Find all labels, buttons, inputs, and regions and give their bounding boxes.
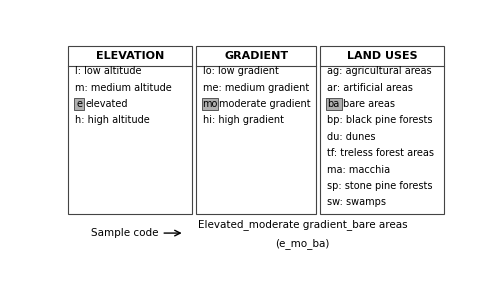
Text: m: medium altitude: m: medium altitude [76,83,172,93]
Text: GRADIENT: GRADIENT [224,51,288,61]
Text: ba: ba [328,99,340,109]
Text: (e_mo_ba): (e_mo_ba) [276,239,330,249]
Bar [326,98,342,110]
Text: mo: mo [202,99,218,109]
Bar [74,98,84,110]
Text: lo: low gradient: lo: low gradient [203,66,279,76]
Text: du: dunes: du: dunes [327,132,376,142]
Text: l: low altitude: l: low altitude [76,66,142,76]
Text: elevated: elevated [86,99,128,109]
Text: ar: artificial areas: ar: artificial areas [327,83,413,93]
Text: ag: agricultural areas: ag: agricultural areas [327,66,432,76]
Bar [196,46,316,214]
Text: moderate gradient: moderate gradient [219,99,310,109]
Text: e: e [76,99,82,109]
Bar [320,46,444,214]
Text: bp: black pine forests: bp: black pine forests [327,116,432,126]
Bar [68,46,192,214]
Text: Sample code: Sample code [91,228,158,238]
Bar [202,98,218,110]
Text: ELEVATION: ELEVATION [96,51,164,61]
Text: bare areas: bare areas [343,99,395,109]
Text: hi: high gradient: hi: high gradient [203,116,284,126]
Text: ma: macchia: ma: macchia [327,165,390,175]
Text: h: high altitude: h: high altitude [76,116,150,126]
Text: LAND USES: LAND USES [347,51,418,61]
Text: sp: stone pine forests: sp: stone pine forests [327,181,432,191]
Text: tf: treless forest areas: tf: treless forest areas [327,148,434,158]
Text: sw: swamps: sw: swamps [327,197,386,208]
Text: Elevated_moderate gradient_bare areas: Elevated_moderate gradient_bare areas [198,219,408,230]
Text: me: medium gradient: me: medium gradient [203,83,310,93]
